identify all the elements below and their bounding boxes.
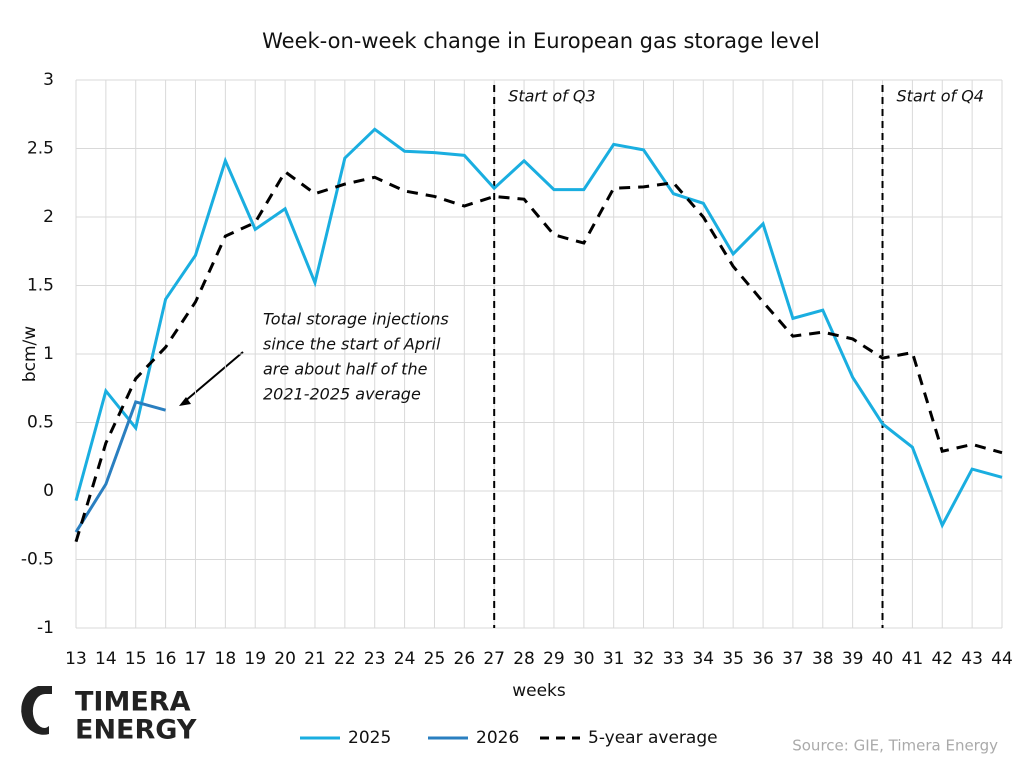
legend-label: 2026 (476, 728, 519, 748)
x-tick-label: 36 (752, 649, 774, 669)
annotation: 2021-2025 average (263, 385, 421, 404)
series-line (74, 127, 1003, 529)
x-tick-label: 41 (902, 649, 924, 669)
legend-label: 5-year average (588, 728, 718, 748)
x-tick-label: 40 (872, 649, 894, 669)
x-tick-label: 43 (961, 649, 983, 669)
x-tick-label: 20 (274, 649, 296, 669)
series-line (74, 400, 167, 533)
legend-label: 2025 (348, 728, 391, 748)
annotation: are about half of the (263, 360, 428, 379)
chart-title: Week-on-week change in European gas stor… (262, 29, 820, 53)
x-tick-label: 22 (334, 649, 356, 669)
source: Source: GIE, Timera Energy (792, 737, 998, 755)
x-tick-label: 29 (543, 649, 565, 669)
annotation: since the start of April (263, 335, 441, 354)
x-tick-label: 13 (65, 649, 87, 669)
x-tick-label: 23 (364, 649, 386, 669)
x-tick-label: 24 (394, 649, 416, 669)
x-tick-label: 26 (454, 649, 476, 669)
x-tick-label: 27 (483, 649, 505, 669)
y-tick-label: -1 (37, 618, 54, 638)
x-tick-label: 15 (125, 649, 147, 669)
x-axis-label: weeks (512, 681, 566, 701)
y-tick-label: 0 (43, 481, 54, 501)
y-tick-label: 1.5 (27, 276, 54, 296)
x-tick-label: 34 (692, 649, 714, 669)
x-tick-label: 38 (812, 649, 834, 669)
y-tick-label: 2.5 (27, 139, 54, 159)
logo-text: TIMERA (75, 687, 191, 718)
annotation-arrow (183, 351, 244, 403)
series-line (74, 169, 1003, 543)
quarter-label: Start of Q3 (508, 87, 595, 106)
x-tick-label: 16 (155, 649, 177, 669)
y-tick-label: 1 (43, 344, 54, 364)
y-tick-label: 3 (43, 70, 54, 90)
y-axis-label: bcm/w (20, 326, 40, 382)
x-tick-label: 30 (573, 649, 595, 669)
x-tick-label: 17 (185, 649, 207, 669)
annotation-arrowhead (179, 397, 191, 406)
y-tick-label: 0.5 (27, 413, 54, 433)
x-tick-label: 35 (722, 649, 744, 669)
x-tick-label: 44 (991, 649, 1013, 669)
x-tick-label: 31 (603, 649, 625, 669)
x-tick-label: 37 (782, 649, 804, 669)
annotation: Total storage injections (263, 310, 449, 329)
logo-text: ENERGY (75, 715, 197, 746)
x-tick-label: 25 (424, 649, 446, 669)
x-tick-label: 14 (95, 649, 117, 669)
quarter-label: Start of Q4 (897, 87, 984, 106)
y-tick-label: 2 (43, 207, 54, 227)
x-tick-label: 33 (663, 649, 685, 669)
x-tick-label: 39 (842, 649, 864, 669)
x-tick-label: 18 (215, 649, 237, 669)
logo-mark (21, 686, 52, 735)
x-tick-label: 19 (244, 649, 266, 669)
x-tick-label: 42 (931, 649, 953, 669)
x-tick-label: 28 (513, 649, 535, 669)
y-tick-label: -0.5 (21, 550, 54, 570)
logo: TIMERA ENERGY (21, 686, 197, 746)
x-tick-label: 32 (633, 649, 655, 669)
x-tick-label: 21 (304, 649, 326, 669)
